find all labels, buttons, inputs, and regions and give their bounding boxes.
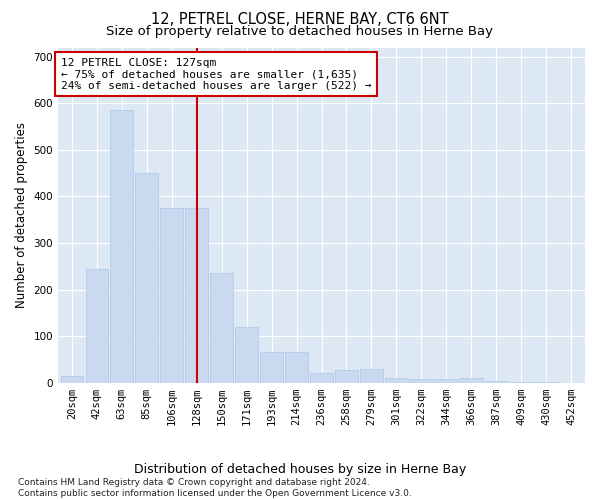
Bar bbox=[360, 368, 383, 382]
Y-axis label: Number of detached properties: Number of detached properties bbox=[15, 122, 28, 308]
Bar bbox=[61, 376, 83, 382]
Bar bbox=[485, 381, 508, 382]
Bar bbox=[335, 370, 358, 382]
Text: Contains HM Land Registry data © Crown copyright and database right 2024.
Contai: Contains HM Land Registry data © Crown c… bbox=[18, 478, 412, 498]
Bar bbox=[286, 352, 308, 382]
Text: Size of property relative to detached houses in Herne Bay: Size of property relative to detached ho… bbox=[107, 25, 493, 38]
Bar bbox=[460, 378, 482, 382]
Text: 12, PETREL CLOSE, HERNE BAY, CT6 6NT: 12, PETREL CLOSE, HERNE BAY, CT6 6NT bbox=[151, 12, 449, 28]
Bar bbox=[435, 380, 458, 382]
Bar bbox=[86, 268, 108, 382]
Bar bbox=[211, 274, 233, 382]
Bar bbox=[160, 208, 183, 382]
Bar bbox=[235, 327, 258, 382]
Text: Distribution of detached houses by size in Herne Bay: Distribution of detached houses by size … bbox=[134, 462, 466, 475]
Bar bbox=[110, 110, 133, 382]
Text: 12 PETREL CLOSE: 127sqm
← 75% of detached houses are smaller (1,635)
24% of semi: 12 PETREL CLOSE: 127sqm ← 75% of detache… bbox=[61, 58, 371, 91]
Bar bbox=[260, 352, 283, 382]
Bar bbox=[410, 379, 433, 382]
Bar bbox=[385, 378, 407, 382]
Bar bbox=[310, 374, 333, 382]
Bar bbox=[185, 208, 208, 382]
Bar bbox=[136, 173, 158, 382]
